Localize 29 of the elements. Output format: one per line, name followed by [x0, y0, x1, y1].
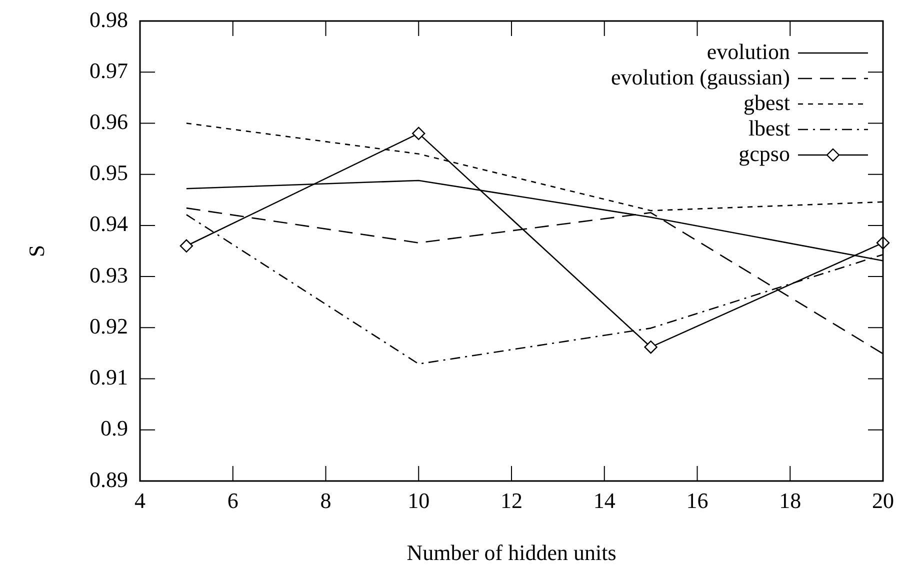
x-tick-label: 4	[134, 488, 146, 513]
point	[180, 239, 194, 252]
x-tick-label: 20	[872, 488, 894, 513]
x-tick-label: 10	[408, 488, 430, 513]
y-tick-label: 0.91	[90, 364, 128, 390]
legend-label: lbest	[748, 115, 790, 140]
legend-label: gbest	[744, 90, 790, 115]
legend-label: gcpso	[738, 140, 790, 166]
x-axis-title: Number of hidden units	[406, 540, 616, 565]
x-tick-label: 18	[779, 488, 802, 513]
y-tick-label: 0.93	[90, 262, 128, 288]
y-tick-label: 0.89	[90, 466, 128, 492]
y-tick-label: 0.92	[90, 313, 128, 338]
x-tick-label: 16	[686, 488, 708, 513]
y-axis-title: S	[24, 244, 49, 258]
x-tick-label: 14	[593, 488, 616, 513]
point	[412, 126, 426, 140]
y-tick-label: 0.95	[90, 160, 128, 186]
legend-label: evolution	[706, 38, 790, 64]
y-tick-label: 0.97	[90, 58, 128, 83]
legend-label: evolution (gaussian)	[610, 64, 790, 90]
y-tick-label: 0.94	[90, 211, 128, 236]
y-tick-label: 0.9	[100, 416, 128, 441]
x-tick-label: 8	[320, 488, 332, 513]
x-tick-label: 12	[500, 488, 522, 513]
y-tick-label: 0.98	[90, 6, 128, 32]
x-tick-label: 6	[227, 488, 238, 513]
point	[644, 340, 658, 354]
y-tick-label: 0.96	[90, 109, 128, 134]
